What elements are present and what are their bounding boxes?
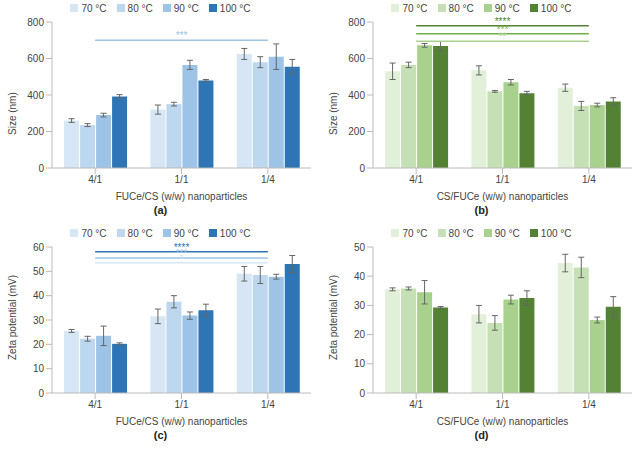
html-text:100 °C: 100 °C	[540, 227, 572, 239]
svg-text:1/1: 1/1	[175, 174, 189, 185]
svg-text:40: 40	[33, 290, 45, 301]
svg-text:Zeta potential (mV): Zeta potential (mV)	[8, 275, 18, 360]
html-text:80 °C: 80 °C	[127, 2, 153, 14]
svg-text:1/1: 1/1	[175, 399, 189, 410]
svg-text:FUCe/CS (w/w) nanoparticles: FUCe/CS (w/w) nanoparticles	[116, 416, 248, 427]
svg-text:Size (nm): Size (nm)	[328, 92, 339, 135]
html-text:(b): (b)	[474, 204, 489, 216]
html-text:100 °C: 100 °C	[540, 2, 572, 14]
svg-text:50: 50	[33, 266, 45, 277]
svg-text:***: ***	[176, 30, 188, 41]
html-text:(d): (d)	[474, 429, 489, 441]
svg-text:0: 0	[38, 388, 44, 399]
html-text:(c): (c)	[153, 429, 168, 441]
svg-text:600: 600	[27, 53, 44, 64]
html-text:80 °C: 80 °C	[448, 2, 474, 14]
html-text:80 °C: 80 °C	[448, 227, 474, 239]
svg-text:800: 800	[348, 17, 365, 28]
svg-text:Zeta potential (mV): Zeta potential (mV)	[328, 275, 339, 360]
svg-text:60: 60	[33, 242, 45, 253]
html-text:70 °C: 70 °C	[81, 2, 107, 14]
svg-text:800: 800	[27, 17, 44, 28]
svg-text:**: **	[499, 31, 507, 42]
html-text:70 °C: 70 °C	[81, 227, 107, 239]
svg-text:20: 20	[354, 329, 366, 340]
svg-text:1/4: 1/4	[582, 174, 596, 185]
svg-text:200: 200	[27, 126, 44, 137]
html-text:100 °C: 100 °C	[219, 2, 251, 14]
html-text:(a): (a)	[153, 204, 168, 216]
svg-text:Size (nm): Size (nm)	[8, 92, 18, 135]
html-text:90 °C: 90 °C	[173, 227, 199, 239]
html-text:80 °C: 80 °C	[127, 227, 153, 239]
svg-text:0: 0	[38, 163, 44, 174]
svg-text:600: 600	[348, 53, 365, 64]
svg-text:*: *	[180, 253, 184, 264]
svg-text:40: 40	[354, 271, 366, 282]
html-text:100 °C: 100 °C	[219, 227, 251, 239]
html-text:90 °C: 90 °C	[494, 2, 520, 14]
svg-text:FUCe/CS (w/w) nanoparticles: FUCe/CS (w/w) nanoparticles	[116, 191, 248, 202]
html-text:90 °C: 90 °C	[173, 2, 199, 14]
svg-text:CS/FUCe (w/w) nanoparticles: CS/FUCe (w/w) nanoparticles	[437, 416, 569, 427]
svg-text:10: 10	[354, 358, 366, 369]
html-text:70 °C: 70 °C	[402, 227, 428, 239]
svg-text:4/1: 4/1	[88, 399, 102, 410]
html-text:70 °C: 70 °C	[402, 2, 428, 14]
svg-text:1/4: 1/4	[261, 399, 275, 410]
svg-text:50: 50	[354, 242, 366, 253]
svg-text:4/1: 4/1	[409, 174, 423, 185]
svg-text:10: 10	[33, 363, 45, 374]
svg-text:4/1: 4/1	[409, 399, 423, 410]
svg-text:1/4: 1/4	[261, 174, 275, 185]
svg-text:0: 0	[359, 388, 365, 399]
svg-text:4/1: 4/1	[88, 174, 102, 185]
svg-text:1/1: 1/1	[496, 399, 510, 410]
svg-text:1/4: 1/4	[582, 399, 596, 410]
svg-text:400: 400	[348, 90, 365, 101]
svg-text:200: 200	[348, 126, 365, 137]
svg-text:30: 30	[354, 300, 366, 311]
svg-text:CS/FUCe (w/w) nanoparticles: CS/FUCe (w/w) nanoparticles	[437, 191, 569, 202]
svg-text:1/1: 1/1	[496, 174, 510, 185]
svg-text:20: 20	[33, 339, 45, 350]
svg-text:0: 0	[359, 163, 365, 174]
svg-text:30: 30	[33, 315, 45, 326]
html-text:90 °C: 90 °C	[494, 227, 520, 239]
svg-text:400: 400	[27, 90, 44, 101]
